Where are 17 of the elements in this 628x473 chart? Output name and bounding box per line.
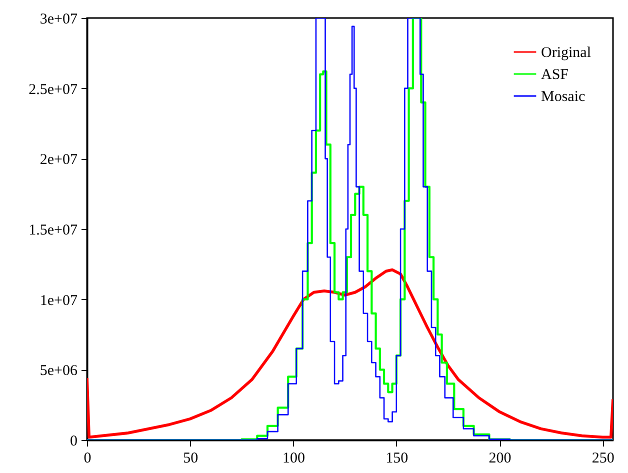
line-series bbox=[87, 268, 613, 439]
y-tick-label: 3e+07 bbox=[40, 12, 78, 28]
x-tick-label: 50 bbox=[183, 450, 198, 466]
legend-label: ASF bbox=[541, 67, 569, 83]
legend-label: Original bbox=[541, 45, 591, 61]
x-tick-label: 200 bbox=[488, 450, 512, 466]
y-tick-label: 1e+07 bbox=[40, 292, 78, 309]
y-tick-label: 2e+07 bbox=[40, 152, 78, 168]
x-tick-label: 250 bbox=[592, 450, 614, 466]
legend-label: Mosaic bbox=[541, 89, 586, 105]
x-tick-label: 150 bbox=[386, 450, 408, 466]
y-tick-label: 1.5e+07 bbox=[28, 222, 78, 238]
y-tick-label: 2.5e+07 bbox=[28, 82, 78, 98]
x-tick-label: 100 bbox=[282, 450, 306, 466]
x-tick-label: 0 bbox=[84, 450, 92, 466]
y-tick-label: 5e+06 bbox=[40, 363, 78, 380]
y-tick-label: 0 bbox=[70, 434, 78, 450]
